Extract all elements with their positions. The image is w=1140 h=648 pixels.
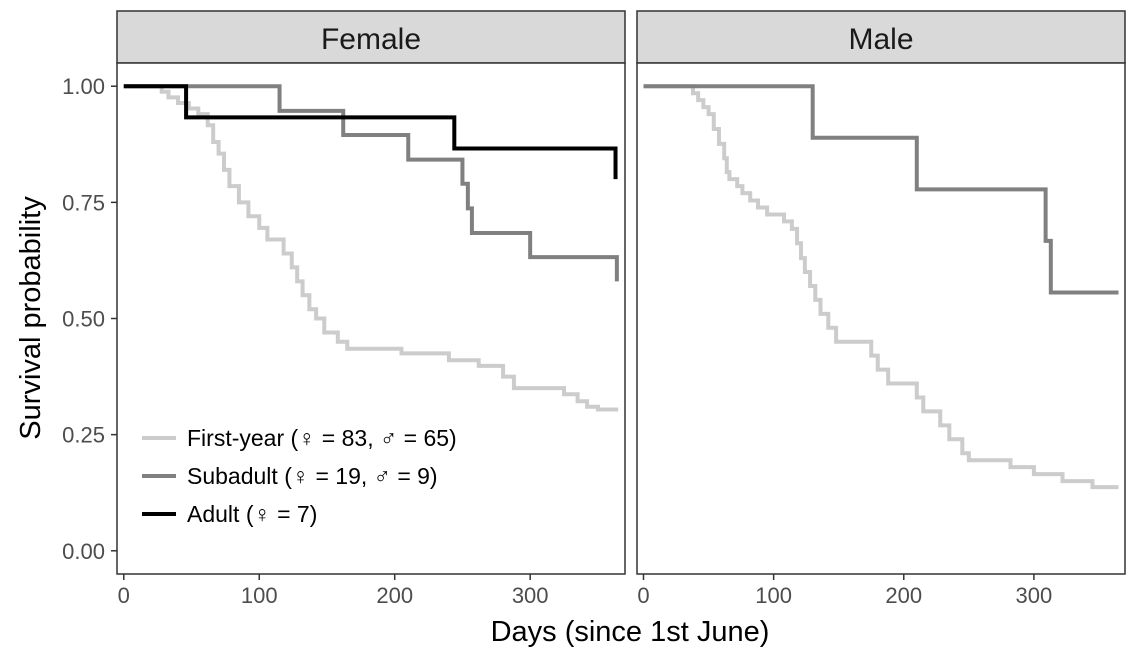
facet-panels: Female Male [116, 10, 1126, 575]
x-tick-label-female-200: 200 [376, 583, 413, 608]
plot-area-female [117, 63, 625, 574]
strip-male [636, 10, 1126, 64]
x-tick-label-male-300: 300 [1016, 583, 1053, 608]
y-tick-label-2: 0.50 [62, 307, 105, 332]
series-line-female-adult [123, 84, 618, 180]
x-tick-label-female-100: 100 [241, 583, 278, 608]
y-tick-label-4: 1.00 [62, 74, 105, 99]
x-axis: 0 100 200 300 0 100 200 300 [118, 574, 1053, 608]
panel-female: Female [116, 10, 626, 575]
x-tick-label-male-0: 0 [637, 583, 649, 608]
series-group-female [123, 84, 619, 412]
strip-female [116, 10, 626, 64]
y-tick-label-1: 0.25 [62, 423, 105, 448]
panel-border-male [636, 62, 1126, 575]
series-line-female-subadult [123, 84, 619, 282]
series-line-male-subadult [643, 84, 1119, 295]
x-axis-title: Days (since 1st June) [491, 616, 770, 648]
y-axis: 0.00 0.25 0.50 0.75 1.00 [62, 74, 117, 564]
panel-male: Male [636, 10, 1126, 575]
x-tick-label-male-200: 200 [885, 583, 922, 608]
legend-label-subadult: Subadult (♀ = 19, ♂ = 9) [187, 463, 438, 489]
legend-label-first-year: First-year (♀ = 83, ♂ = 65) [187, 425, 457, 451]
series-line-female-first-year [123, 84, 619, 412]
legend: First-year (♀ = 83, ♂ = 65) Subadult (♀ =… [142, 425, 457, 527]
y-tick-label-3: 0.75 [62, 190, 105, 215]
y-axis-title: Survival probability [15, 196, 47, 440]
y-tick-label-0: 0.00 [62, 539, 105, 564]
strip-label-male: Male [848, 23, 913, 56]
series-group-male [643, 84, 1119, 490]
legend-label-adult: Adult (♀ = 7) [187, 501, 317, 527]
x-tick-label-female-0: 0 [118, 583, 130, 608]
x-tick-label-male-100: 100 [755, 583, 792, 608]
strip-label-female: Female [321, 23, 421, 56]
series-line-male-first-year [643, 84, 1119, 490]
x-tick-label-female-300: 300 [512, 583, 549, 608]
plot-area-male [637, 63, 1125, 574]
